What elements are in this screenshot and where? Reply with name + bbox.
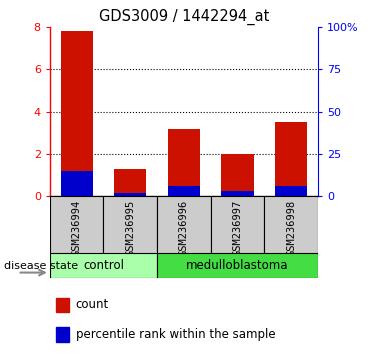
Bar [221,154,254,196]
Text: GSM236997: GSM236997 [232,199,242,256]
Text: GDS3009 / 1442294_at: GDS3009 / 1442294_at [99,9,269,25]
Text: count: count [76,298,109,312]
Text: medulloblastoma: medulloblastoma [186,259,289,272]
Bar [56,327,69,342]
Bar [61,31,93,196]
Bar [114,193,146,196]
Bar [168,129,200,196]
Bar [103,196,157,253]
Bar [275,122,307,196]
Bar [221,191,254,196]
Text: GSM236998: GSM236998 [286,199,296,256]
Text: percentile rank within the sample: percentile rank within the sample [76,328,275,341]
Bar [168,186,200,196]
Bar [264,196,318,253]
Bar [50,253,157,278]
Bar [50,196,103,253]
Text: GSM236995: GSM236995 [125,199,135,256]
Bar [157,253,318,278]
Text: GSM236996: GSM236996 [179,199,189,256]
Text: control: control [83,259,124,272]
Bar [114,169,146,196]
Bar [275,186,307,196]
Bar [211,196,264,253]
Bar [61,171,93,196]
Text: disease state: disease state [4,261,78,271]
Bar [157,196,211,253]
Bar [56,297,69,312]
Text: GSM236994: GSM236994 [72,199,82,256]
